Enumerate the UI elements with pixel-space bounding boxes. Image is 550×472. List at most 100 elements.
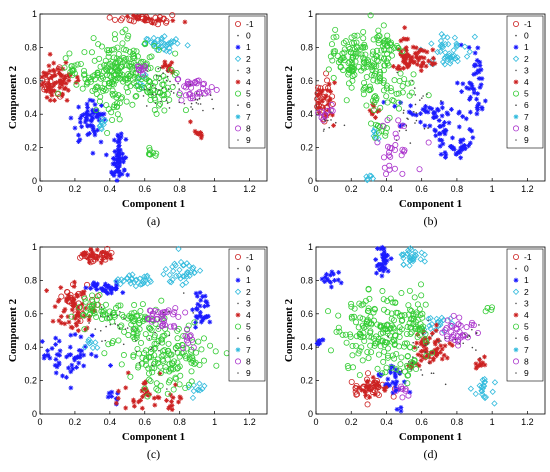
data-point-series-5	[377, 78, 384, 85]
data-point-series-0	[427, 127, 429, 129]
data-point-series-5	[120, 46, 127, 53]
data-point-series-1	[116, 134, 121, 140]
data-point-series-5	[147, 325, 154, 332]
data-point-series-5	[119, 40, 126, 47]
data-point-series-1	[77, 137, 83, 143]
data-point-series-4	[367, 394, 373, 400]
data-point-series-4	[432, 61, 438, 66]
data-point-series-5	[397, 70, 404, 77]
data-point-series-4	[82, 305, 88, 311]
data-point-series-5	[66, 50, 73, 57]
data-point-series-4	[364, 379, 370, 385]
data-point-series-4	[68, 324, 74, 330]
data-point-series-5	[414, 301, 421, 308]
legend-marker-8	[512, 358, 519, 365]
data-point-series-1	[197, 309, 203, 315]
data-point-series-8	[386, 166, 393, 173]
data-point-series-2	[147, 278, 154, 285]
data-point-series-5	[405, 311, 412, 318]
data-point-series-4	[422, 341, 428, 347]
data-point-series-1	[53, 342, 59, 347]
data-point-series-1	[446, 120, 452, 126]
data-point-series-0	[411, 362, 414, 364]
data-point-series-1	[468, 109, 473, 115]
data-point-series-1	[439, 137, 445, 143]
data-point-series-8	[328, 102, 335, 109]
x-tick-label: 1.2	[521, 417, 534, 427]
data-point-series-1	[109, 169, 114, 175]
data-point-series-5	[425, 92, 432, 99]
data-point-series-2	[478, 388, 486, 395]
data-point-series-5	[125, 55, 132, 62]
data-point-series-0	[149, 348, 152, 351]
data-point-series-5	[111, 31, 118, 38]
data-point-series-1	[466, 143, 471, 149]
data-point-series-5	[146, 144, 153, 151]
data-point-series-2	[189, 394, 197, 402]
data-point-series-5	[374, 365, 381, 372]
data-point-series-5	[103, 102, 110, 109]
data-point-series-4	[362, 388, 368, 394]
data-point-series-4	[115, 395, 121, 401]
data-point-series-2	[491, 379, 499, 386]
data-point-series-1	[108, 363, 113, 368]
data-point-series-4	[182, 19, 188, 25]
data-point-series-2	[151, 40, 159, 47]
x-tick-label: 0.4	[380, 184, 393, 194]
data-point-series-5	[142, 41, 149, 48]
data-point-series-1	[114, 178, 120, 183]
data-point-series-4	[396, 64, 402, 69]
data-point-series-5	[125, 71, 132, 78]
data-point-series-1	[332, 278, 337, 283]
data-point-series-1	[83, 110, 89, 116]
data-point-series-8	[135, 66, 142, 73]
data-point-series-1	[121, 167, 127, 173]
data-point-series-4	[433, 348, 438, 354]
data-point-series-4	[478, 361, 483, 367]
data-point-series-4	[372, 382, 378, 388]
data-point-series-5	[90, 35, 97, 42]
data-point-series-1	[76, 348, 82, 353]
data-point-series-1	[324, 271, 329, 277]
data-point-series-0	[209, 94, 212, 97]
legend-label: 1	[246, 275, 251, 285]
data-point-series-2	[123, 275, 131, 283]
data-point-series-1	[469, 128, 475, 134]
data-point-series-4	[414, 54, 419, 60]
data-point-series-5	[141, 85, 148, 92]
data-point-series-4	[39, 74, 45, 80]
data-point-series-5	[358, 344, 365, 351]
data-point-series-1	[76, 360, 82, 366]
data-point-series-1	[380, 263, 386, 269]
data-point-series-1	[316, 338, 322, 344]
data-point-series--1	[117, 17, 124, 24]
legend-marker--1	[234, 253, 241, 260]
data-point-series-4	[62, 73, 68, 79]
data-point-series-1	[87, 112, 93, 118]
data-point-series-2	[478, 390, 486, 398]
data-point-series-8	[399, 394, 406, 401]
data-point-series-5	[162, 367, 169, 374]
x-tick-label: 0.2	[69, 184, 82, 194]
data-point-series-5	[97, 63, 104, 70]
data-point-series-8	[175, 76, 182, 83]
data-point-series-2	[441, 61, 449, 68]
data-point-series-8	[380, 154, 387, 161]
data-point-series-4	[57, 85, 63, 90]
data-point-series-1	[85, 105, 90, 110]
data-point-series--1	[79, 290, 86, 297]
data-point-series-5	[121, 76, 128, 83]
data-point-series-5	[159, 81, 166, 88]
data-point-series-4	[81, 289, 87, 295]
data-point-series-8	[154, 315, 161, 322]
data-point-series-5	[105, 341, 112, 348]
data-point-series-4	[447, 340, 453, 346]
data-point-series-4	[381, 386, 387, 392]
data-point-series-0	[166, 75, 169, 78]
data-point-series-4	[403, 37, 409, 42]
data-point-series-5	[89, 292, 96, 299]
data-point-series-5	[351, 305, 358, 312]
data-point-series-5	[330, 34, 337, 41]
data-point-series-5	[151, 106, 158, 113]
data-point-series-5	[412, 326, 419, 333]
